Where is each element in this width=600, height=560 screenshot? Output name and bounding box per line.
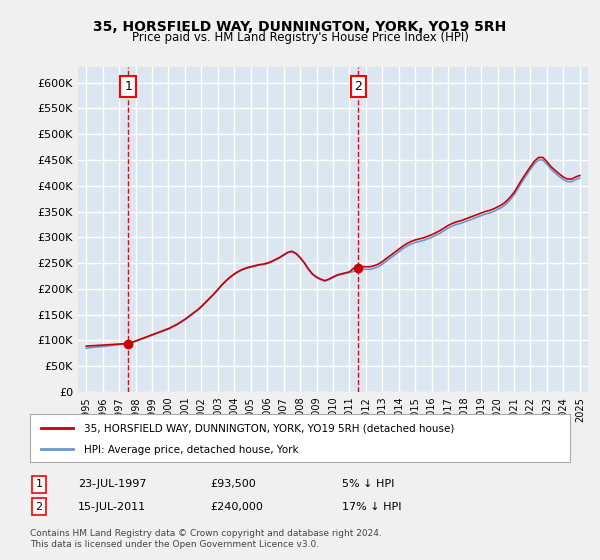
Text: 1: 1 [35, 479, 43, 489]
Text: 23-JUL-1997: 23-JUL-1997 [78, 479, 146, 489]
Text: 35, HORSFIELD WAY, DUNNINGTON, YORK, YO19 5RH (detached house): 35, HORSFIELD WAY, DUNNINGTON, YORK, YO1… [84, 424, 454, 433]
Text: 2: 2 [35, 502, 43, 512]
Text: Contains HM Land Registry data © Crown copyright and database right 2024.
This d: Contains HM Land Registry data © Crown c… [30, 529, 382, 549]
Text: 17% ↓ HPI: 17% ↓ HPI [342, 502, 401, 512]
Text: Price paid vs. HM Land Registry's House Price Index (HPI): Price paid vs. HM Land Registry's House … [131, 31, 469, 44]
Text: 1: 1 [124, 80, 132, 93]
Text: 2: 2 [355, 80, 362, 93]
Text: 15-JUL-2011: 15-JUL-2011 [78, 502, 146, 512]
Text: £93,500: £93,500 [210, 479, 256, 489]
Text: 35, HORSFIELD WAY, DUNNINGTON, YORK, YO19 5RH: 35, HORSFIELD WAY, DUNNINGTON, YORK, YO1… [94, 20, 506, 34]
Text: £240,000: £240,000 [210, 502, 263, 512]
Text: 5% ↓ HPI: 5% ↓ HPI [342, 479, 394, 489]
Text: HPI: Average price, detached house, York: HPI: Average price, detached house, York [84, 445, 299, 455]
